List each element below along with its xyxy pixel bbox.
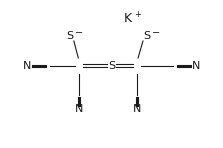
Text: S: S — [143, 31, 151, 41]
Text: +: + — [134, 10, 141, 19]
Text: N: N — [133, 104, 141, 114]
Text: −: − — [75, 28, 83, 38]
Text: S: S — [66, 31, 73, 41]
Text: −: − — [152, 28, 160, 38]
Text: K: K — [124, 12, 132, 25]
Text: N: N — [23, 61, 31, 71]
Text: N: N — [192, 61, 200, 71]
Text: S: S — [108, 61, 115, 71]
Text: N: N — [75, 104, 84, 114]
